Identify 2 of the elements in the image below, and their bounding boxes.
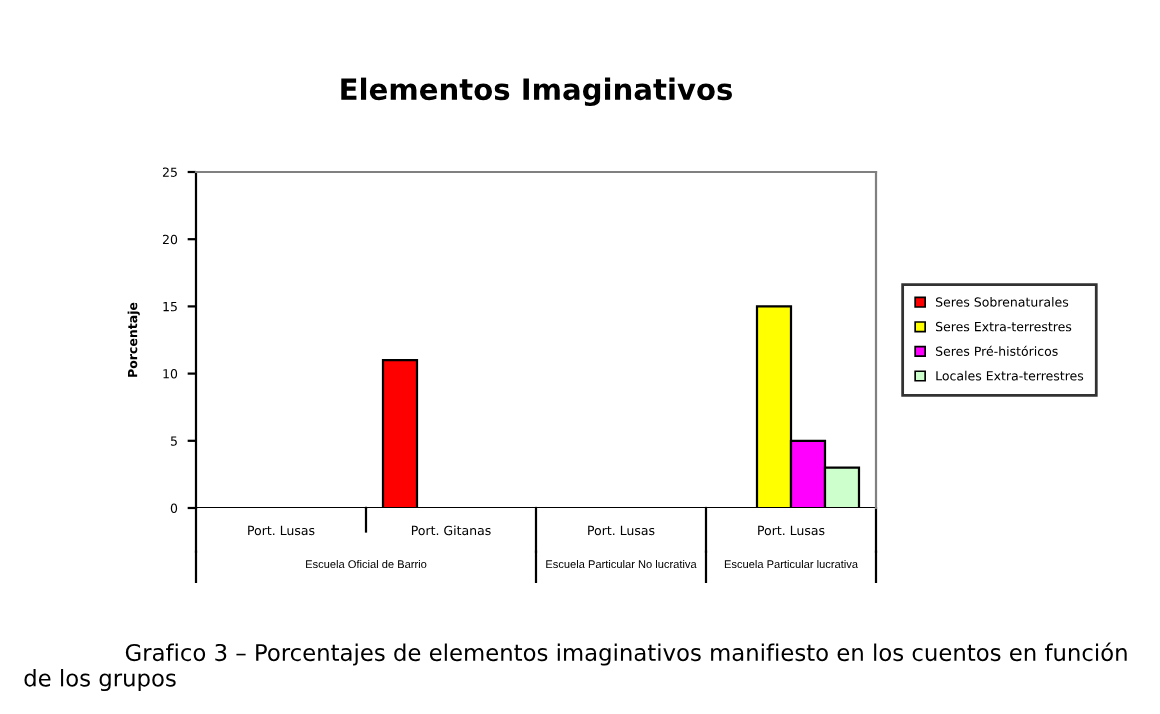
text: Grafico 3 – Porcentajes de elementos imaginativos manifiesto en los cuentos en función de los grupos [24,642,1127,692]
chart-title: Elementos Imaginativos [341,77,732,107]
